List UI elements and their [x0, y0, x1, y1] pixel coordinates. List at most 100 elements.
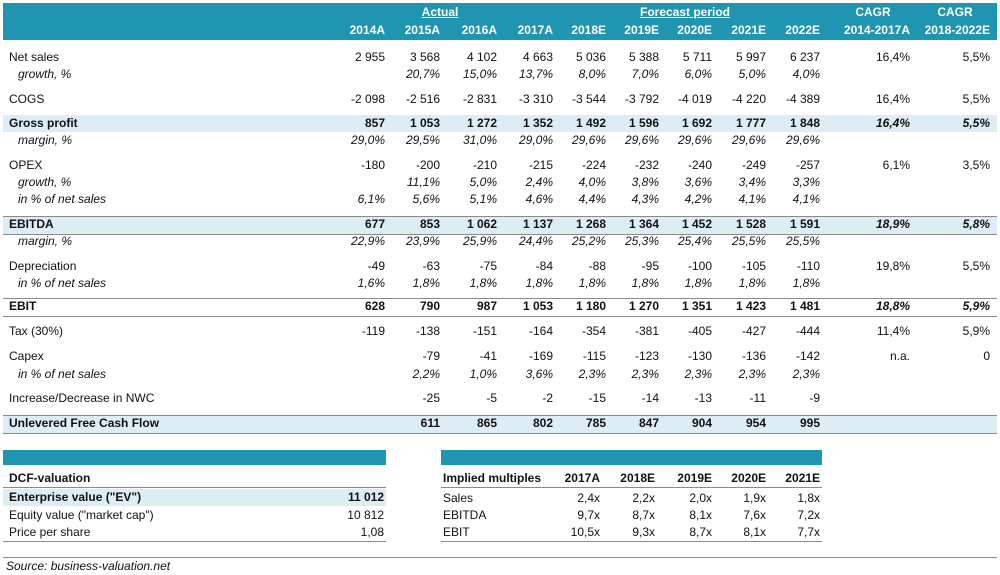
- cell: 4 663: [522, 50, 553, 64]
- cell: -3 310: [518, 92, 553, 106]
- row-label: Depreciation: [9, 259, 77, 273]
- cell: 23,9%: [405, 234, 440, 248]
- cell: 25,9%: [462, 234, 497, 248]
- row-highlight: [3, 489, 386, 506]
- cell: -3 544: [571, 92, 606, 106]
- cell: -88: [588, 259, 606, 273]
- cell: -2 516: [405, 92, 440, 106]
- cell: 1 062: [466, 217, 497, 231]
- cell: -84: [535, 259, 553, 273]
- cell: 1 270: [628, 299, 659, 313]
- cell: 10,5x: [570, 525, 600, 539]
- cell: -110: [796, 259, 820, 273]
- cell: 1 272: [466, 116, 497, 130]
- cell: 785: [585, 416, 606, 430]
- cell: 5,5%: [962, 259, 990, 273]
- row-label: in % of net sales: [18, 367, 107, 381]
- cell: 2,3%: [684, 367, 712, 381]
- cell: -9: [809, 391, 820, 405]
- column-header: 2019E: [677, 471, 712, 485]
- cell: -164: [528, 324, 553, 338]
- cell: 7,2x: [797, 508, 820, 522]
- cell: 29,0%: [518, 133, 553, 147]
- cell: 4,4%: [578, 192, 606, 206]
- cell: -151: [472, 324, 497, 338]
- multiples-band: [441, 450, 822, 465]
- cell: -249: [741, 158, 766, 172]
- cell: 2,4x: [577, 491, 600, 505]
- cell: -119: [361, 324, 385, 338]
- dcf-label: Equity value ("market cap"): [9, 508, 154, 522]
- dcf-value: 11 012: [347, 490, 384, 504]
- cell: 29,6%: [785, 133, 820, 147]
- row-label: in % of net sales: [18, 192, 107, 206]
- row-label: growth, %: [18, 67, 72, 81]
- cell: 857: [364, 116, 385, 130]
- cell: 5 388: [628, 50, 659, 64]
- cell: 29,6%: [571, 133, 606, 147]
- cell: 8,1x: [689, 508, 712, 522]
- cell: 6,1%: [882, 158, 910, 172]
- cell: 1 364: [628, 217, 659, 231]
- cell: 1 053: [522, 299, 553, 313]
- cell: -14: [641, 391, 659, 405]
- cell: 29,6%: [731, 133, 766, 147]
- cell: 19,8%: [875, 259, 910, 273]
- cell: 4,6%: [525, 192, 553, 206]
- cell: -5: [486, 391, 497, 405]
- cell: 8,0%: [578, 67, 606, 81]
- cell: 25,4%: [677, 234, 712, 248]
- cell: 2 955: [354, 50, 385, 64]
- cell: 5,9%: [962, 324, 990, 338]
- multiples-title: Implied multiples: [443, 471, 542, 485]
- cell: 1 268: [575, 217, 606, 231]
- cell: 1 180: [575, 299, 606, 313]
- cell: -105: [741, 259, 766, 273]
- cell: 1 352: [522, 116, 553, 130]
- cell: 5 711: [682, 50, 712, 64]
- cell: 2,3%: [792, 367, 820, 381]
- cell: -4 019: [677, 92, 712, 106]
- cell: 7,7x: [797, 525, 820, 539]
- cell: 5,5%: [962, 50, 990, 64]
- cell: 677: [364, 217, 385, 231]
- column-header: 2020E: [731, 471, 766, 485]
- column-header: 2018-2022E: [924, 23, 990, 37]
- column-header: 2019E: [624, 23, 659, 37]
- column-header: 2021E: [731, 23, 766, 37]
- cell: 11,1%: [406, 175, 440, 189]
- cell: -15: [588, 391, 606, 405]
- cell: -13: [694, 391, 712, 405]
- cell: 25,2%: [571, 234, 606, 248]
- cell: 8,7x: [632, 508, 655, 522]
- cell: 3,4%: [738, 175, 766, 189]
- column-header: 2017A: [517, 23, 553, 37]
- cell: -138: [415, 324, 440, 338]
- row-label: margin, %: [18, 133, 73, 147]
- row-label: OPEX: [9, 158, 43, 172]
- cell: -169: [528, 349, 553, 363]
- cell: -215: [528, 158, 553, 172]
- cell: 1 452: [681, 217, 712, 231]
- cell: 987: [476, 299, 497, 313]
- cell: 2,3%: [631, 367, 659, 381]
- cell: -2 098: [350, 92, 385, 106]
- cell: 5,5%: [962, 92, 990, 106]
- cell: 1,8%: [738, 276, 766, 290]
- cell: 4,2%: [684, 192, 712, 206]
- cell: 29,6%: [624, 133, 659, 147]
- cell: 8,7x: [689, 525, 712, 539]
- cell: 2,3%: [578, 367, 606, 381]
- row-label: Tax (30%): [9, 324, 64, 338]
- column-header: 2017A: [564, 471, 600, 485]
- cell: 5 997: [735, 50, 766, 64]
- cell: -136: [741, 349, 766, 363]
- cell: -354: [581, 324, 606, 338]
- cell: 0: [983, 349, 990, 363]
- cell: 1,8%: [469, 276, 497, 290]
- cell: 9,3x: [632, 525, 655, 539]
- cell: -11: [749, 391, 766, 405]
- group-header: Actual: [421, 5, 459, 19]
- cell: 22,9%: [350, 234, 385, 248]
